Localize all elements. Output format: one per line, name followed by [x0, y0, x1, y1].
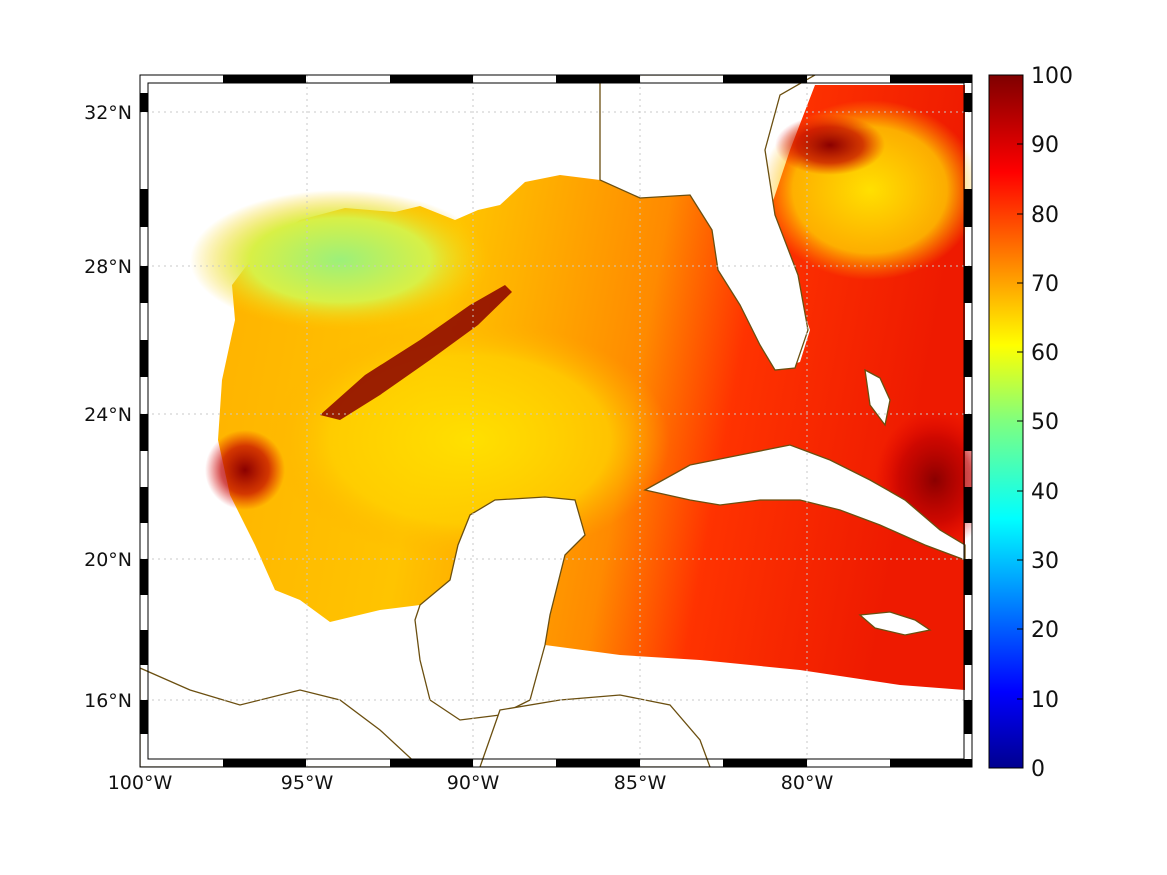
- honduras-coast: [479, 694, 711, 767]
- sw-gulf-dark-red: [205, 430, 285, 510]
- lat-label-28n: 28°N: [84, 256, 132, 278]
- lon-label-100w: 100°W: [108, 772, 173, 794]
- longitude-labels: 100°W 95°W 90°W 85°W 80°W: [108, 772, 834, 794]
- data-field: [190, 85, 972, 690]
- colorbar-label-100: 100: [1031, 64, 1073, 89]
- colorbar-labels: 0 10 20 30 40 50 60 70 80 90 100: [1031, 64, 1073, 782]
- nw-shelf-low-values: [190, 190, 490, 330]
- colorbar-label-90: 90: [1031, 133, 1059, 158]
- jamaica: [858, 611, 932, 636]
- colorbar-label-20: 20: [1031, 618, 1059, 643]
- map-plot-area: 100°W 95°W 90°W 85°W 80°W 32°N 28°N 24°N…: [84, 74, 973, 794]
- bahamas-andros: [864, 368, 891, 427]
- colorbar-label-0: 0: [1031, 757, 1045, 782]
- colorbar-label-60: 60: [1031, 341, 1059, 366]
- lon-label-80w: 80°W: [781, 772, 834, 794]
- grid-lines: [140, 75, 972, 767]
- dark-red-band: [320, 285, 512, 420]
- cuba: [643, 444, 966, 561]
- lat-label-24n: 24°N: [84, 404, 132, 426]
- colorbar-label-50: 50: [1031, 410, 1059, 435]
- colorbar-label-70: 70: [1031, 272, 1059, 297]
- lon-label-90w: 90°W: [447, 772, 500, 794]
- latitude-labels: 32°N 28°N 24°N 20°N 16°N: [84, 102, 132, 712]
- colorbar-label-10: 10: [1031, 688, 1059, 713]
- atlantic-dark-red: [775, 115, 885, 175]
- yucatan-peninsula: [414, 496, 586, 721]
- colorbar: 0 10 20 30 40 50 60 70 80 90 100: [988, 64, 1073, 782]
- land-masses: [140, 75, 966, 767]
- lon-label-95w: 95°W: [281, 772, 334, 794]
- lat-label-32n: 32°N: [84, 102, 132, 124]
- lon-label-85w: 85°W: [614, 772, 667, 794]
- colorbar-ticks: [1017, 74, 1023, 769]
- colorbar-label-30: 30: [1031, 549, 1059, 574]
- map-frame: [139, 74, 973, 768]
- lat-label-20n: 20°N: [84, 549, 132, 571]
- colorbar-label-80: 80: [1031, 203, 1059, 228]
- florida-peninsula: [599, 75, 817, 371]
- lat-label-16n: 16°N: [84, 690, 132, 712]
- colorbar-label-40: 40: [1031, 480, 1059, 505]
